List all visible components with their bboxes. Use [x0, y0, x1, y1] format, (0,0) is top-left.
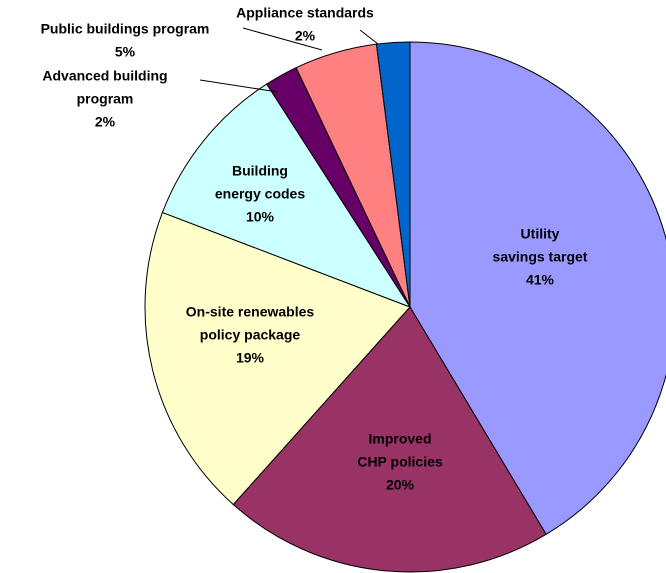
slice-label: CHP policies — [357, 454, 443, 470]
slice-label: program — [77, 91, 134, 107]
pie-slice — [232, 306, 547, 573]
slice-label: Public buildings program — [41, 21, 210, 37]
value-label: 19% — [236, 350, 265, 366]
value-label: 20% — [386, 477, 415, 493]
pie-slice — [375, 41, 411, 308]
value-label: 2% — [95, 114, 116, 130]
leader-line — [242, 27, 323, 51]
pie-slice — [144, 211, 411, 506]
slice-label: Improved — [368, 431, 431, 447]
slice-label: Building — [232, 163, 288, 179]
slice-label: savings target — [493, 249, 588, 265]
value-label: 10% — [246, 209, 275, 225]
slice-label: policy package — [200, 327, 301, 343]
slice-label: Advanced building — [42, 68, 167, 84]
pie-slice — [409, 41, 666, 536]
value-label: 41% — [526, 272, 555, 288]
leader-line — [359, 29, 379, 45]
value-label: 5% — [115, 44, 136, 60]
leader-line — [199, 79, 279, 93]
slice-label: Appliance standards — [236, 5, 374, 21]
pie-slice — [161, 83, 412, 309]
slice-label: Utility — [521, 226, 560, 242]
value-label: 2% — [295, 28, 316, 44]
slice-label: On-site renewables — [186, 304, 315, 320]
slice-label: energy codes — [215, 186, 305, 202]
